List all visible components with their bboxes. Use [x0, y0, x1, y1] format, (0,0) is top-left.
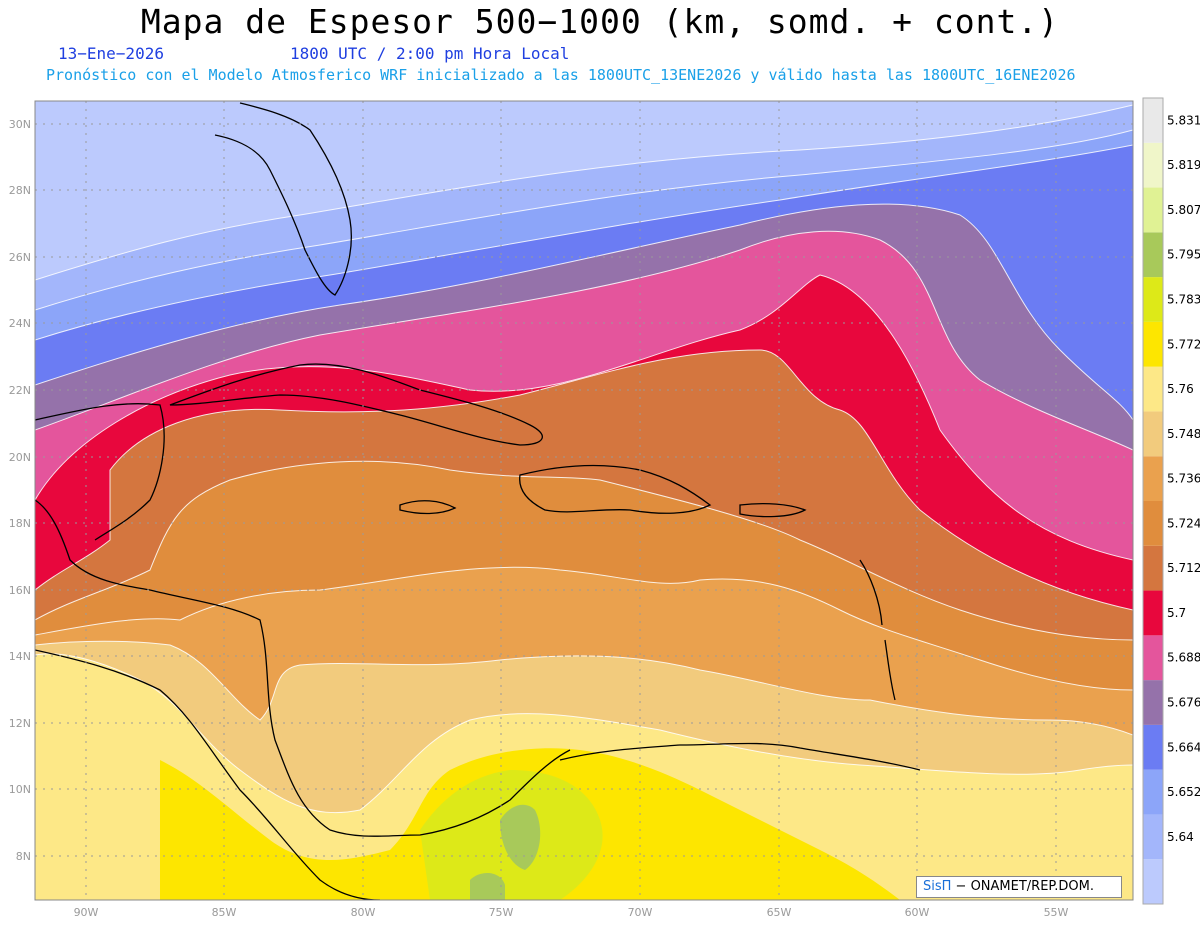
brand-logo: SisΠ	[923, 879, 952, 894]
yucatan-coast	[35, 403, 165, 541]
pacific-coast	[35, 649, 381, 900]
legend-swatch	[1143, 859, 1163, 904]
legend-label: 5.783	[1167, 293, 1200, 307]
legend-swatch	[1143, 769, 1163, 815]
legend-label: 5.712	[1167, 561, 1200, 575]
central-america-coast	[35, 499, 571, 837]
legend-swatch	[1143, 680, 1163, 725]
color-legend: 5.64 5.652 5.664 5.676 5.688 5.7 5.712 5.724 5.7…	[1142, 97, 1200, 905]
legend-label: 5.831	[1167, 113, 1200, 127]
band-5.795	[500, 804, 541, 870]
time-label: 1800 UTC / 2:00 pm Hora Local	[290, 44, 570, 63]
legend-swatch	[1143, 545, 1163, 591]
legend-label: 5.807	[1167, 203, 1200, 217]
lat-label: 28N	[9, 184, 31, 197]
lat-label: 14N	[9, 650, 31, 663]
legend-swatch	[1143, 277, 1163, 322]
legend-label: 5.795	[1167, 248, 1200, 262]
thickness-bands	[35, 101, 1133, 900]
lon-label: 85W	[212, 906, 237, 919]
lon-label: 55W	[1044, 906, 1069, 919]
legend-label: 5.748	[1167, 427, 1200, 441]
legend-frame	[1142, 97, 1164, 905]
legend-swatch	[1143, 724, 1163, 770]
legend-swatch	[1143, 635, 1163, 681]
band-5.795b	[470, 873, 505, 900]
legend-swatch	[1143, 321, 1163, 367]
lesser-antilles	[859, 559, 896, 701]
legend-swatch	[1143, 187, 1163, 233]
lon-label: 70W	[628, 906, 653, 919]
legend-label: 5.736	[1167, 472, 1200, 486]
legend-swatch	[1143, 501, 1163, 546]
lat-label: 20N	[9, 451, 31, 464]
contour-lines	[35, 104, 1133, 814]
lat-label: 26N	[9, 251, 31, 264]
lat-label: 22N	[9, 384, 31, 397]
legend-label: 5.664	[1167, 740, 1200, 754]
lat-label: 10N	[9, 783, 31, 796]
cuba-coast	[169, 363, 543, 446]
legend-label: 5.676	[1167, 696, 1200, 710]
date-label: 13−Ene−2026	[58, 44, 164, 63]
legend-swatch	[1143, 232, 1163, 278]
florida-coast	[214, 102, 352, 296]
credit-box: SisΠ − ONAMET/REP.DOM.	[916, 876, 1122, 898]
lat-label: 16N	[9, 584, 31, 597]
legend-swatch	[1143, 814, 1163, 860]
map-frame	[34, 100, 1134, 901]
legend-label: 5.724	[1167, 516, 1200, 530]
legend-label: 5.7	[1167, 606, 1186, 620]
legend-label: 5.819	[1167, 158, 1200, 172]
forecast-label: Pronóstico con el Modelo Atmosferico WRF…	[46, 66, 1076, 84]
legend-label: 5.76	[1167, 382, 1194, 396]
legend-swatch	[1143, 98, 1163, 143]
credit-text: − ONAMET/REP.DOM.	[951, 879, 1094, 894]
legend-label: 5.652	[1167, 785, 1200, 799]
legend-swatch	[1143, 456, 1163, 501]
grid-lines	[35, 101, 1133, 900]
legend-swatch	[1143, 142, 1163, 188]
lat-tick-labels: 30N 28N 26N 24N 22N 20N 18N 16N 14N 12N …	[9, 118, 31, 863]
lon-label: 75W	[489, 906, 514, 919]
legend-label: 5.772	[1167, 337, 1200, 351]
lon-label: 65W	[767, 906, 792, 919]
lat-label: 30N	[9, 118, 31, 131]
hispaniola-coast	[519, 464, 712, 514]
jamaica-coast	[399, 500, 457, 515]
legend-label: 5.64	[1167, 830, 1194, 844]
lon-tick-labels: 90W 85W 80W 75W 70W 65W 60W 55W	[74, 906, 1069, 919]
legend-label: 5.688	[1167, 651, 1200, 665]
coastlines	[35, 102, 921, 900]
lat-label: 12N	[9, 717, 31, 730]
lat-label: 24N	[9, 317, 31, 330]
legend-swatch	[1143, 590, 1163, 636]
map-title: Mapa de Espesor 500−1000 (km, somd. + co…	[140, 2, 1060, 41]
puerto-rico-coast	[739, 502, 807, 518]
lat-label: 8N	[16, 850, 31, 863]
lon-label: 60W	[905, 906, 930, 919]
venezuela-coast	[559, 742, 921, 771]
legend-swatch	[1143, 411, 1163, 457]
legend-swatch	[1143, 366, 1163, 412]
lon-label: 80W	[351, 906, 376, 919]
lat-label: 18N	[9, 517, 31, 530]
lon-label: 90W	[74, 906, 99, 919]
